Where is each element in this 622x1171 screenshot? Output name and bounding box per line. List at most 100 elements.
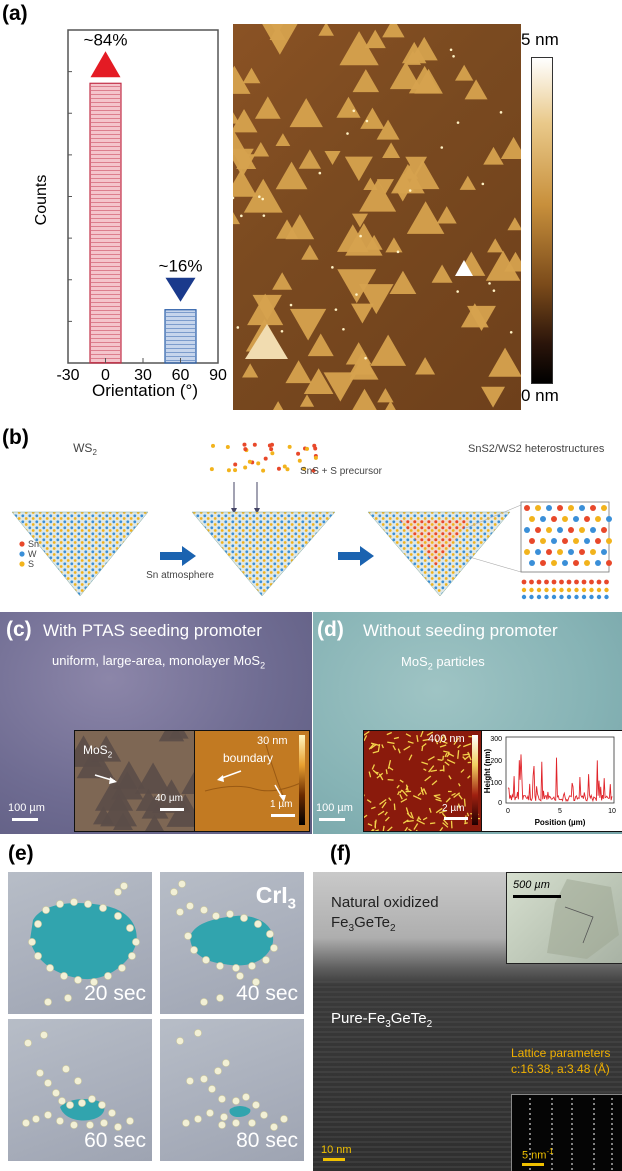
fft-spot	[571, 1158, 573, 1160]
optical-crystal-inset: 500 µm	[506, 872, 622, 964]
afm-particle	[334, 308, 338, 311]
zoom-atom	[590, 527, 596, 533]
afm-flake	[233, 129, 248, 155]
afm-flake	[337, 269, 377, 304]
particle-streak	[368, 743, 375, 750]
afm-bright-flake-2	[455, 260, 473, 276]
optical-image-with-ptas: (c) With PTAS seeding promoter uniform, …	[0, 612, 312, 834]
tem-image: Natural oxidized Fe3GeTe2 Pure-Fe3GeTe2 …	[313, 872, 622, 1171]
zoom-atom	[590, 549, 596, 555]
afm-flake	[405, 159, 440, 190]
particle-streak	[384, 816, 390, 822]
degradation-droplet	[99, 904, 107, 912]
degradation-droplet	[252, 1101, 260, 1109]
particle-streak	[420, 731, 424, 738]
afm-flake	[345, 223, 383, 256]
inset-mos2-label: MoS2	[83, 743, 113, 760]
zoom-atom	[584, 560, 590, 566]
afm-flake	[275, 133, 291, 147]
legend-sn: Sn	[28, 539, 39, 549]
up-triangle-marker	[90, 51, 121, 78]
particle-streak	[397, 791, 400, 796]
side-atom-w	[536, 594, 542, 600]
side-atom-sn	[551, 579, 557, 585]
particle-streak	[442, 734, 448, 741]
side-atom-sn	[581, 579, 587, 585]
afm-particle	[352, 109, 356, 113]
side-atom-w	[559, 594, 564, 600]
particle-streak	[396, 784, 400, 789]
degradation-droplet	[170, 888, 178, 896]
afm-flake	[481, 386, 506, 408]
inset-mos2-flake	[111, 771, 144, 800]
time-label-1: 20 sec	[84, 982, 146, 1005]
fft-spot	[571, 1123, 573, 1125]
fft-spot	[551, 1163, 553, 1165]
inset3-scale-label: 2 µm	[442, 803, 465, 814]
afm-colorbar	[531, 57, 553, 384]
side-atom-w	[596, 594, 602, 600]
particle-streak	[400, 798, 408, 803]
fft-spot	[593, 1113, 595, 1115]
particle-streak	[443, 750, 450, 754]
particle-streak	[407, 740, 414, 744]
afm-particle	[318, 171, 322, 175]
afm-flake	[242, 67, 261, 84]
side-atom-sn	[559, 579, 564, 585]
legend-s: S	[28, 559, 34, 569]
sns2-region	[400, 520, 470, 566]
afm-particle	[262, 214, 266, 217]
side-atom-sn	[596, 579, 602, 585]
side-atom-s	[566, 587, 572, 593]
particle-streak	[387, 759, 392, 769]
degradation-droplet	[176, 1037, 184, 1045]
afm-particle	[509, 330, 513, 334]
precursor-atom	[243, 465, 248, 470]
particle-streak	[377, 810, 385, 816]
afm-flake	[233, 211, 241, 225]
zoom-atom	[540, 560, 546, 566]
side-atom-s	[604, 587, 609, 593]
degradation-droplet	[280, 1115, 288, 1123]
degradation-droplet	[52, 1089, 60, 1097]
afm-flake	[376, 119, 400, 140]
degradation-droplet	[270, 944, 278, 952]
zoom-atom	[524, 505, 530, 511]
degradation-droplet	[266, 930, 274, 938]
particle-streak	[399, 794, 403, 800]
precursor-atom	[256, 461, 261, 466]
afm-particle	[342, 327, 345, 331]
legend-w: W	[28, 549, 37, 559]
particle-streak	[422, 817, 428, 821]
afm-image	[233, 24, 521, 410]
degradation-droplet	[70, 1121, 78, 1129]
particle-streak	[403, 745, 411, 751]
fft-spot	[593, 1168, 595, 1170]
precursor-atom	[285, 467, 290, 472]
zoom-atom	[562, 538, 568, 544]
fft-spot	[611, 1163, 613, 1165]
particle-streak	[422, 738, 430, 742]
zoom-atom	[606, 560, 612, 566]
zoom-atom	[595, 516, 601, 522]
flake-region	[229, 1106, 251, 1117]
zoom-atom	[568, 505, 574, 511]
afm-particle	[331, 266, 334, 269]
particle-streak	[446, 759, 456, 764]
fft-spot	[593, 1163, 595, 1165]
fft-spot	[551, 1123, 553, 1125]
afm-flake	[394, 187, 411, 202]
inset2-scalebar	[271, 814, 295, 817]
particle-streak	[364, 731, 370, 736]
zoom-atom	[606, 516, 612, 522]
side-atom-s	[596, 587, 602, 593]
orientation-bar-chart: ~84% ~16% -30 0 30 60 90 Counts Orientation (°…	[33, 29, 227, 400]
x-tick-label-30: 30	[134, 367, 152, 384]
particle-streak	[453, 792, 461, 799]
panel-d-scale-label: 100 µm	[316, 802, 353, 814]
degradation-droplet	[222, 1059, 230, 1067]
afm-flake	[352, 69, 380, 93]
panel-label-a: (a)	[2, 2, 28, 25]
degradation-droplet	[218, 1121, 226, 1129]
precursor-atom	[211, 443, 216, 448]
